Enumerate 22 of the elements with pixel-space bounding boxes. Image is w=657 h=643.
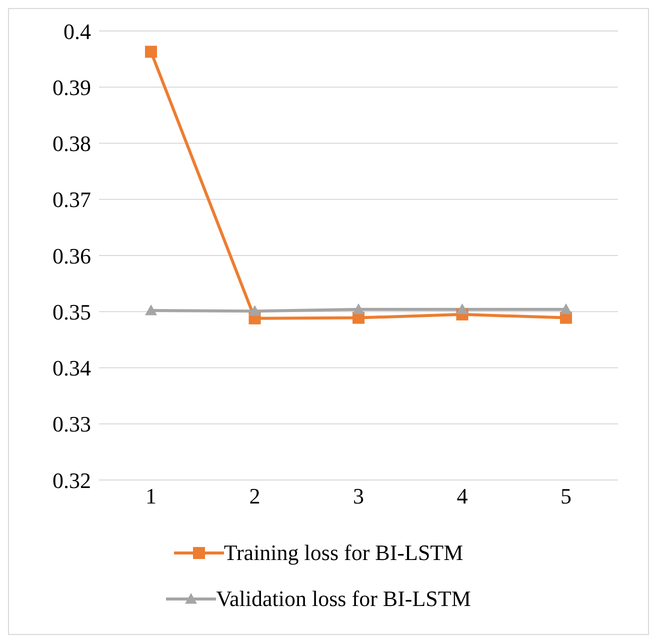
x-tick-label: 5	[560, 484, 572, 509]
point	[248, 305, 261, 316]
x-tick-label: 4	[456, 484, 468, 509]
point	[560, 303, 572, 314]
y-tick-label: 0.38	[52, 131, 91, 156]
point	[456, 303, 468, 314]
y-tick-label: 0.35	[52, 299, 91, 324]
legend-label: Training loss for BI-LSTM	[224, 540, 464, 566]
y-tick-label: 0.32	[52, 468, 91, 493]
point	[352, 303, 364, 314]
y-tick-label: 0.37	[52, 187, 91, 212]
x-tick-label: 3	[353, 484, 364, 509]
x-tick-label: 1	[146, 484, 156, 509]
x-tick-label: 2	[249, 484, 260, 509]
point	[145, 46, 157, 58]
y-tick-label: 0.4	[64, 18, 91, 44]
point	[145, 304, 157, 316]
legend-label: Validation loss for BI-LSTM	[216, 586, 471, 612]
y-tick-label: 0.34	[52, 356, 91, 381]
y-tick-label: 0.33	[52, 412, 91, 437]
y-tick-label: 0.39	[52, 74, 91, 100]
y-tick-label: 0.36	[52, 243, 91, 268]
